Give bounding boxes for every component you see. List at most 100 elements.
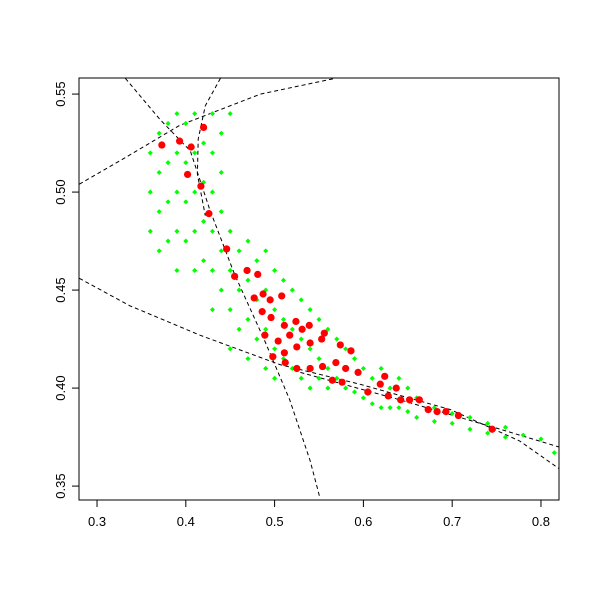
point — [325, 385, 331, 391]
point — [405, 396, 414, 404]
point — [306, 364, 314, 373]
point — [156, 209, 162, 215]
point — [266, 296, 274, 304]
point — [263, 248, 269, 254]
point — [387, 405, 393, 411]
point — [293, 364, 301, 373]
point — [209, 307, 215, 313]
point — [174, 267, 180, 274]
point — [245, 238, 251, 244]
point — [351, 356, 358, 362]
point — [307, 307, 313, 313]
point — [205, 210, 213, 218]
point — [360, 395, 366, 401]
point — [218, 209, 224, 215]
point — [231, 272, 239, 280]
dashed-curve — [300, 371, 559, 448]
point — [397, 396, 405, 404]
point — [318, 335, 326, 343]
y-tick-label: 0.35 — [53, 473, 68, 498]
point — [254, 336, 260, 342]
point — [274, 337, 282, 345]
point — [174, 111, 180, 117]
point — [192, 150, 198, 156]
point — [227, 111, 233, 117]
point — [201, 218, 207, 225]
point — [147, 228, 153, 234]
y-tick-label: 0.45 — [53, 277, 68, 302]
point — [199, 123, 208, 131]
point — [396, 375, 402, 381]
point — [174, 189, 180, 195]
x-tick-label: 0.3 — [88, 514, 106, 529]
point — [343, 385, 349, 391]
point — [254, 270, 262, 278]
y-tick-label: 0.55 — [53, 81, 68, 106]
point — [263, 365, 269, 372]
point — [467, 414, 473, 421]
point — [298, 297, 304, 303]
point — [175, 137, 184, 145]
point — [192, 189, 198, 195]
point — [298, 336, 304, 342]
point — [336, 341, 344, 349]
point — [433, 408, 441, 416]
x-tick-label: 0.7 — [443, 514, 461, 529]
point — [325, 365, 331, 372]
point — [414, 414, 420, 421]
point — [245, 316, 251, 323]
point — [405, 409, 411, 415]
dashed-curve — [79, 277, 559, 469]
point — [334, 336, 340, 342]
point — [307, 385, 313, 391]
point — [280, 277, 287, 283]
point — [342, 364, 350, 373]
point — [442, 408, 450, 416]
point — [298, 325, 306, 333]
point — [227, 346, 233, 352]
point — [197, 182, 205, 190]
point — [424, 406, 432, 414]
point — [192, 267, 198, 274]
dashed-curve — [196, 78, 221, 216]
point — [209, 111, 215, 117]
point — [183, 199, 189, 205]
point — [286, 331, 294, 339]
dashed-curve — [79, 78, 336, 185]
point — [415, 396, 423, 404]
point — [392, 384, 400, 392]
point — [449, 420, 455, 426]
point — [278, 292, 286, 300]
point — [298, 375, 304, 381]
point — [338, 378, 346, 386]
point — [209, 267, 215, 274]
point — [218, 169, 224, 176]
point — [272, 346, 278, 352]
point — [347, 347, 355, 355]
point — [201, 140, 207, 146]
point — [305, 321, 313, 329]
point — [360, 365, 366, 372]
point — [551, 450, 557, 456]
point — [396, 405, 402, 411]
point — [384, 392, 392, 400]
point — [343, 346, 349, 352]
point — [236, 287, 242, 293]
point — [318, 362, 327, 371]
point — [269, 353, 277, 361]
point — [165, 199, 171, 205]
point — [158, 141, 166, 149]
point — [364, 388, 372, 396]
point — [209, 150, 215, 156]
point — [201, 258, 207, 264]
point — [187, 143, 195, 151]
point — [307, 346, 313, 352]
x-tick-label: 0.5 — [266, 514, 284, 529]
point — [316, 375, 322, 381]
point — [332, 359, 340, 367]
point — [289, 287, 295, 293]
point — [354, 368, 362, 377]
point — [165, 160, 171, 166]
